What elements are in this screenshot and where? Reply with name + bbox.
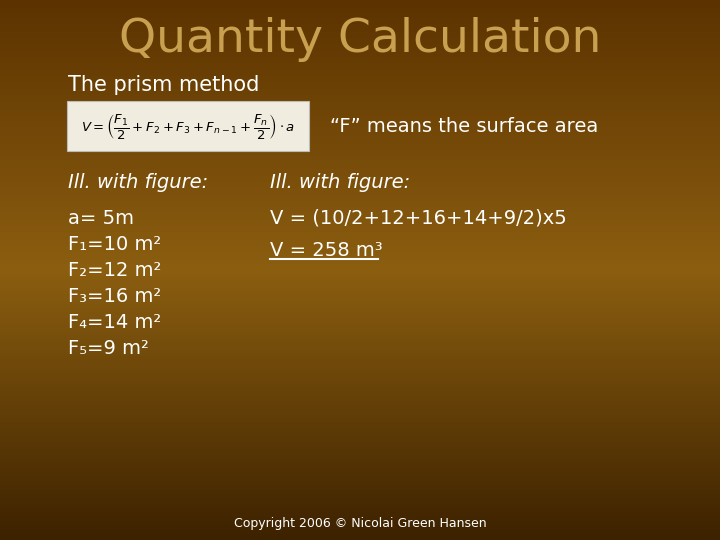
Text: Copyright 2006 © Nicolai Green Hansen: Copyright 2006 © Nicolai Green Hansen (234, 517, 486, 530)
Text: Quantity Calculation: Quantity Calculation (119, 17, 601, 63)
FancyBboxPatch shape (67, 101, 309, 151)
Text: The prism method: The prism method (68, 75, 259, 95)
Text: V = 258 m³: V = 258 m³ (270, 240, 382, 260)
Text: a= 5m: a= 5m (68, 208, 134, 227)
Text: F₃=16 m²: F₃=16 m² (68, 287, 161, 306)
Text: F₅=9 m²: F₅=9 m² (68, 339, 149, 357)
Text: “F” means the surface area: “F” means the surface area (330, 117, 598, 136)
Text: V = (10/2+12+16+14+9/2)x5: V = (10/2+12+16+14+9/2)x5 (270, 208, 567, 227)
Text: F₁=10 m²: F₁=10 m² (68, 234, 161, 253)
Text: F₂=12 m²: F₂=12 m² (68, 260, 161, 280)
Text: $V = \left(\dfrac{F_1}{2}+F_2+F_3+F_{n-1}+\dfrac{F_n}{2}\right)\cdot a$: $V = \left(\dfrac{F_1}{2}+F_2+F_3+F_{n-1… (81, 111, 295, 140)
Text: F₄=14 m²: F₄=14 m² (68, 313, 161, 332)
Text: Ill. with figure:: Ill. with figure: (270, 172, 410, 192)
Text: Ill. with figure:: Ill. with figure: (68, 172, 208, 192)
